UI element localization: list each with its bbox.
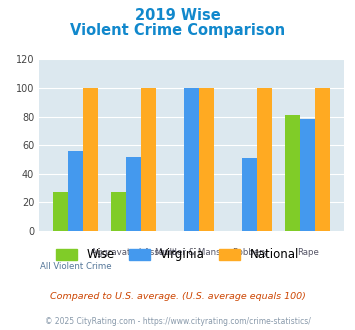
Bar: [126, 157, 141, 231]
Bar: [83, 88, 98, 231]
Text: Robbery: Robbery: [232, 248, 268, 257]
Text: Compared to U.S. average. (U.S. average equals 100): Compared to U.S. average. (U.S. average …: [50, 292, 305, 301]
Text: 2019 Wise: 2019 Wise: [135, 8, 220, 23]
Bar: [111, 192, 126, 231]
Text: Murder & Mans...: Murder & Mans...: [155, 248, 229, 257]
Bar: [184, 88, 199, 231]
Bar: [199, 88, 214, 231]
Bar: [300, 119, 315, 231]
Bar: [285, 115, 300, 231]
Text: Violent Crime Comparison: Violent Crime Comparison: [70, 23, 285, 38]
Text: All Violent Crime: All Violent Crime: [40, 262, 111, 271]
Text: Rape: Rape: [297, 248, 319, 257]
Bar: [242, 158, 257, 231]
Text: Aggravated Assault: Aggravated Assault: [92, 248, 176, 257]
Bar: [141, 88, 156, 231]
Bar: [53, 192, 68, 231]
Legend: Wise, Virginia, National: Wise, Virginia, National: [56, 248, 299, 261]
Bar: [257, 88, 272, 231]
Bar: [315, 88, 331, 231]
Bar: [68, 151, 83, 231]
Text: © 2025 CityRating.com - https://www.cityrating.com/crime-statistics/: © 2025 CityRating.com - https://www.city…: [45, 317, 310, 326]
